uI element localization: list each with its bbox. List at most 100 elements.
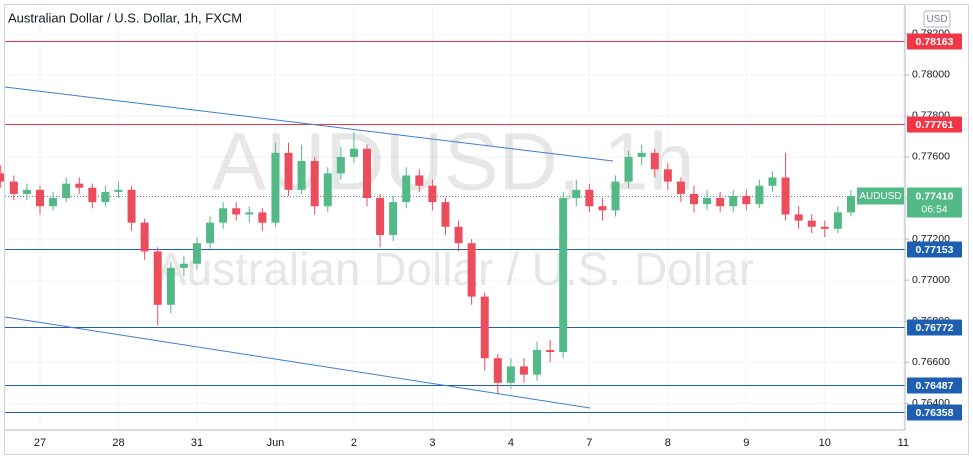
x-tick-label: 31 xyxy=(191,437,203,449)
symbol-label: AUDUSD xyxy=(859,191,901,202)
candle-body xyxy=(637,152,646,157)
x-tick-label: 11 xyxy=(898,437,909,449)
candle-body xyxy=(284,152,293,190)
countdown: 06:54 xyxy=(921,203,947,215)
level-labels: 0.78163 0.77761 0.77153 0.76772 0.76487 0.763… xyxy=(857,33,962,421)
candle-body xyxy=(179,263,188,268)
candle-body xyxy=(598,206,607,211)
level-label: 0.76487 xyxy=(916,380,954,392)
watermark: AUDUSD, 1h xyxy=(211,117,694,208)
candle-body xyxy=(480,296,489,359)
candle-body xyxy=(650,152,659,170)
candle-body xyxy=(49,198,58,207)
candle-body xyxy=(781,177,790,215)
candle-body xyxy=(323,173,332,207)
grid xyxy=(5,5,905,430)
level-label: 0.76772 xyxy=(916,322,954,334)
candle-body xyxy=(297,161,306,190)
levels xyxy=(5,41,905,413)
candle-body xyxy=(703,198,712,205)
level-label-box xyxy=(907,241,962,258)
y-tick-label: 0.78000 xyxy=(912,69,950,81)
candle-body xyxy=(271,152,280,223)
x-tick-label: 9 xyxy=(743,437,749,449)
candle-body xyxy=(88,187,97,203)
symbol-box xyxy=(857,187,904,205)
candle-body xyxy=(402,175,411,203)
candle-body xyxy=(36,189,44,207)
y-tick-label: 0.77000 xyxy=(912,274,950,286)
candle-body xyxy=(533,349,542,375)
candle-body xyxy=(833,212,842,229)
candle-body xyxy=(559,198,568,353)
candle-body xyxy=(768,177,777,186)
currency-box xyxy=(923,10,951,28)
level-label-box xyxy=(907,33,962,50)
candle-body xyxy=(820,226,829,229)
candle-body xyxy=(153,251,162,305)
candle-body xyxy=(206,222,215,244)
candle-body xyxy=(192,243,201,264)
x-tick-label: 8 xyxy=(665,437,671,449)
candles xyxy=(0,132,855,394)
candle-body xyxy=(428,185,437,203)
candle-body xyxy=(232,208,241,215)
candle-body xyxy=(114,189,123,192)
candle-body xyxy=(389,202,398,235)
level-label-box xyxy=(907,404,962,421)
candle-body xyxy=(245,212,254,215)
candle-body xyxy=(454,226,463,244)
candle-body xyxy=(519,366,528,375)
candle-body xyxy=(441,202,450,227)
candle-body xyxy=(755,185,764,205)
candle-body xyxy=(0,173,5,182)
trend-line xyxy=(4,316,591,409)
last-price-box xyxy=(907,187,962,218)
x-tick-label: 2 xyxy=(351,437,357,449)
level-label-box xyxy=(907,377,962,394)
candle-body xyxy=(363,148,371,199)
level-label: 0.76358 xyxy=(916,407,954,419)
candle-body xyxy=(807,220,816,227)
candle-body xyxy=(572,189,581,199)
chart-title: Australian Dollar / U.S. Dollar, 1h, FXC… xyxy=(8,10,242,25)
last-price-label: 0.77410 xyxy=(916,190,954,202)
y-tick-label: 0.77600 xyxy=(912,151,950,163)
candle-body xyxy=(467,243,476,297)
candle-body xyxy=(493,358,502,383)
candle-body xyxy=(75,183,84,188)
x-tick-label: 10 xyxy=(819,437,831,449)
candle-body xyxy=(376,198,385,235)
candle-body xyxy=(663,169,672,182)
candle-body xyxy=(258,212,267,223)
candle-body xyxy=(794,214,803,221)
candle-body xyxy=(219,208,228,223)
candle-body xyxy=(9,181,18,194)
candle-body xyxy=(624,156,633,182)
candle-body xyxy=(742,195,751,205)
candle-body xyxy=(716,198,725,207)
candle-body xyxy=(415,175,424,186)
candle-body xyxy=(846,195,855,213)
level-label: 0.78163 xyxy=(916,36,954,48)
level-label-box xyxy=(907,116,962,133)
candle-body xyxy=(585,189,594,207)
y-tick-label: 0.76600 xyxy=(912,356,950,368)
candle-body xyxy=(729,195,738,207)
candle-body xyxy=(506,366,515,383)
frame xyxy=(4,4,969,455)
candle-body xyxy=(22,189,31,194)
candle-body xyxy=(62,183,71,199)
x-tick-label: 4 xyxy=(508,437,514,449)
level-label-box xyxy=(907,319,962,336)
candle-body xyxy=(140,222,149,252)
x-tick-label: Jun xyxy=(267,437,285,449)
trend-line xyxy=(4,86,614,162)
candle-body xyxy=(336,156,345,174)
x-tick-label: 3 xyxy=(429,437,435,449)
candle-body xyxy=(127,189,136,223)
candle-body xyxy=(546,349,555,353)
candle-body xyxy=(690,193,698,205)
